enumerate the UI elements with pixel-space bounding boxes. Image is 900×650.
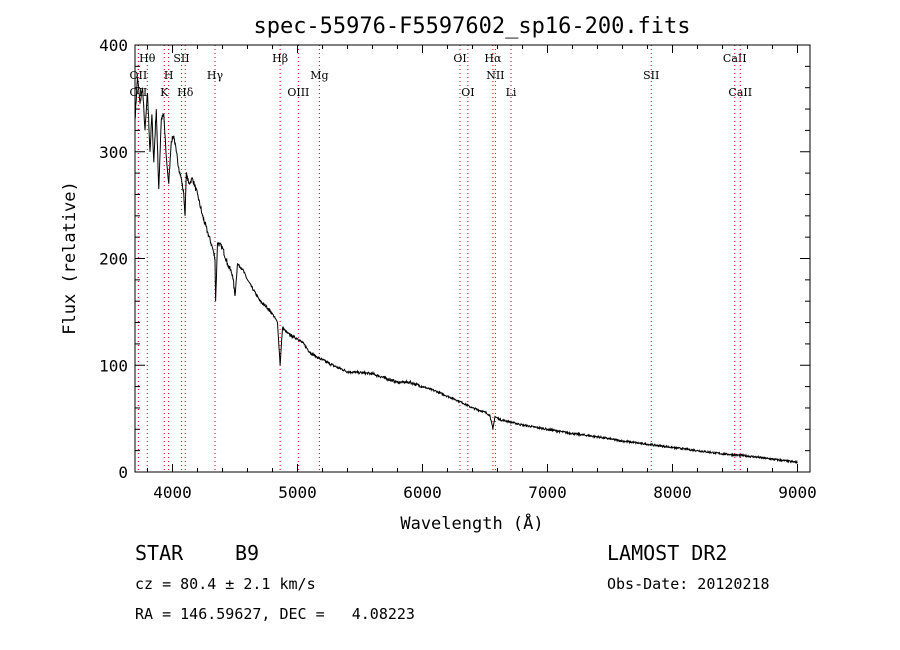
marker-label-1: OII bbox=[130, 69, 148, 82]
marker-label-15: Li bbox=[506, 86, 517, 99]
marker-label-11: OI bbox=[453, 52, 466, 65]
marker-label-13: Hα bbox=[484, 52, 502, 65]
marker-label-12: OI bbox=[461, 86, 474, 99]
marker-label-17: CaII bbox=[723, 52, 747, 65]
redshift-text: cz = 80.4 ± 2.1 km/s bbox=[135, 575, 316, 593]
coordinates-text: RA = 146.59627, DEC = 4.08223 bbox=[135, 605, 415, 623]
spectrum-line bbox=[134, 76, 798, 465]
obs-date-text: Obs-Date: 20120218 bbox=[607, 575, 770, 593]
y-tick-label-4: 400 bbox=[99, 36, 128, 55]
marker-label-10: Mg bbox=[310, 69, 328, 82]
x-tick-label-3: 7000 bbox=[528, 483, 567, 502]
x-tick-label-4: 8000 bbox=[653, 483, 692, 502]
y-tick-label-2: 200 bbox=[99, 250, 128, 269]
axis-ticks: 4000 5000 6000 7000 8000 9000 0 100 200 300 400 bbox=[99, 36, 817, 502]
marker-label-8: Hβ bbox=[272, 52, 288, 65]
y-tick-label-0: 0 bbox=[118, 463, 128, 482]
marker-label-0: Hθ bbox=[139, 52, 156, 65]
chart-title: spec-55976-F5597602_sp16-200.fits bbox=[253, 14, 690, 39]
x-tick-label-1: 5000 bbox=[278, 483, 317, 502]
marker-label-9: OIII bbox=[287, 86, 309, 99]
y-tick-label-3: 300 bbox=[99, 143, 128, 162]
x-tick-label-2: 6000 bbox=[403, 483, 442, 502]
x-axis-label: Wavelength (Å) bbox=[400, 512, 543, 534]
object-class: STAR bbox=[135, 541, 184, 565]
marker-label-14: NII bbox=[486, 69, 504, 82]
marker-label-5: SII bbox=[173, 52, 189, 65]
x-tick-label-5: 9000 bbox=[778, 483, 817, 502]
marker-label-6: Hδ bbox=[177, 86, 194, 99]
marker-label-18: CaII bbox=[728, 86, 752, 99]
marker-label-16: SII bbox=[643, 69, 659, 82]
y-axis-label: Flux (relative) bbox=[60, 181, 80, 335]
marker-label-4: H bbox=[164, 69, 174, 82]
object-subclass: B9 bbox=[235, 541, 260, 565]
x-tick-label-0: 4000 bbox=[153, 483, 192, 502]
survey-name: LAMOST DR2 bbox=[607, 541, 728, 565]
marker-label-3: K bbox=[160, 86, 169, 99]
y-tick-label-1: 100 bbox=[99, 356, 128, 375]
marker-label-7: Hγ bbox=[207, 69, 224, 82]
